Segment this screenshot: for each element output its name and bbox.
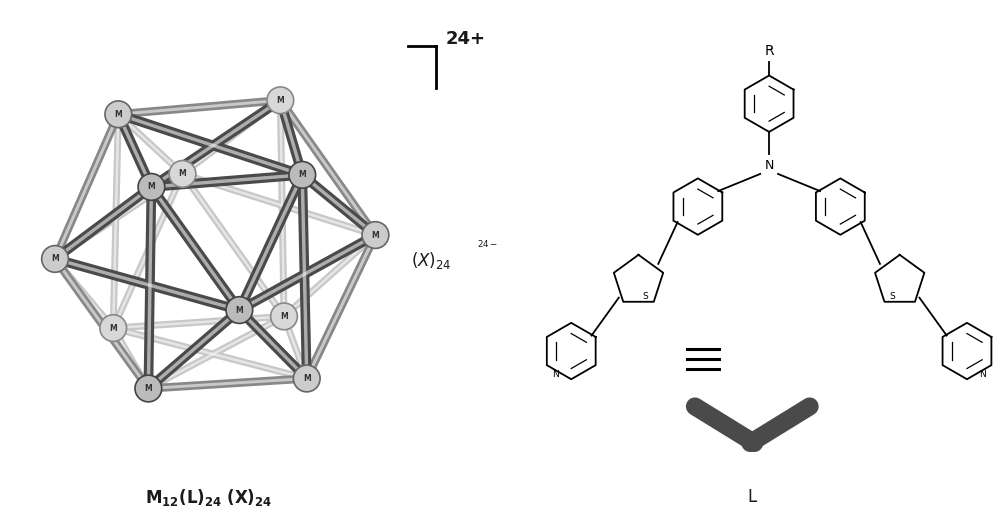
Circle shape — [100, 315, 127, 341]
Text: M: M — [276, 96, 284, 105]
Circle shape — [267, 87, 294, 114]
Circle shape — [105, 101, 132, 127]
Text: 24+: 24+ — [446, 30, 486, 49]
Text: N: N — [979, 371, 986, 379]
Text: L: L — [748, 489, 757, 506]
Text: S: S — [643, 292, 648, 301]
Text: M: M — [114, 110, 122, 119]
Text: S: S — [890, 292, 896, 301]
Text: M: M — [280, 312, 288, 321]
Text: M: M — [179, 170, 186, 179]
Circle shape — [42, 245, 68, 272]
Circle shape — [135, 375, 162, 402]
Text: M: M — [235, 305, 243, 315]
Text: M: M — [298, 170, 306, 180]
Circle shape — [289, 161, 316, 188]
Text: R: R — [764, 44, 774, 58]
Text: M: M — [109, 324, 117, 333]
Text: N: N — [764, 159, 774, 172]
Text: M: M — [372, 231, 379, 240]
Text: M: M — [144, 384, 152, 393]
Circle shape — [362, 222, 389, 248]
Text: M: M — [51, 254, 59, 264]
Text: $\mathbf{M_{12}(L)_{24}\ (X)_{24}}$: $\mathbf{M_{12}(L)_{24}\ (X)_{24}}$ — [145, 487, 272, 508]
Circle shape — [169, 161, 196, 187]
Text: M: M — [303, 374, 311, 383]
Circle shape — [293, 365, 320, 392]
Text: $^{24-}$: $^{24-}$ — [477, 241, 499, 254]
Circle shape — [271, 303, 297, 330]
Circle shape — [226, 296, 253, 324]
Circle shape — [138, 174, 165, 200]
Text: M: M — [148, 182, 155, 192]
Text: $(X)_{24}$: $(X)_{24}$ — [411, 250, 452, 270]
Text: N: N — [552, 371, 559, 379]
